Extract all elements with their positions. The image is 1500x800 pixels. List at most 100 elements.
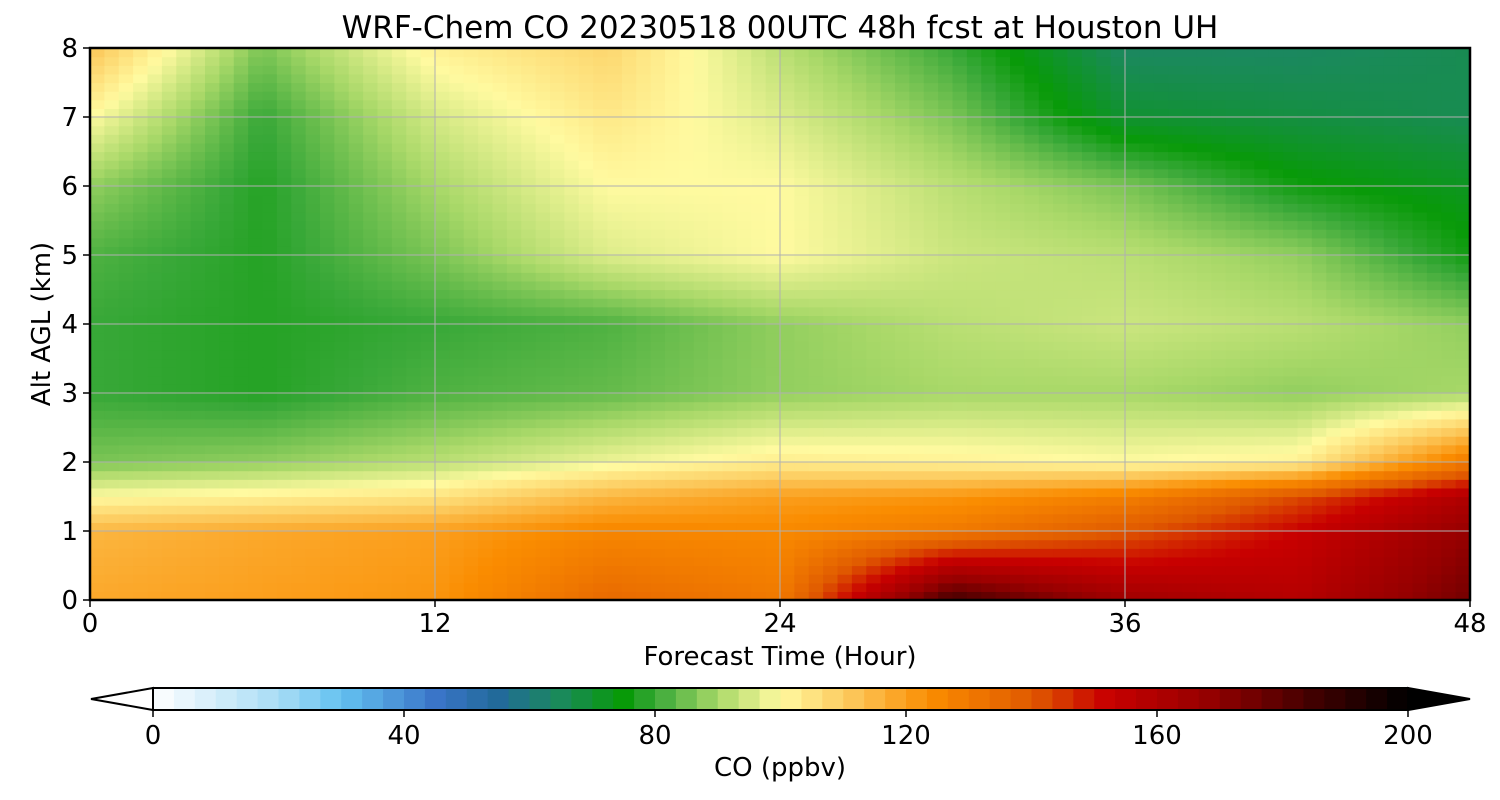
- heatmap-cell: [205, 168, 220, 178]
- heatmap-cell: [147, 539, 163, 549]
- heatmap-cell: [334, 591, 350, 600]
- heatmap-cell: [751, 289, 767, 299]
- heatmap-cell: [851, 186, 867, 196]
- heatmap-cell: [751, 462, 767, 472]
- heatmap-cell: [895, 341, 910, 351]
- heatmap-cell: [521, 496, 537, 506]
- heatmap-cell: [636, 505, 652, 515]
- heatmap-cell: [1038, 263, 1054, 273]
- heatmap-cell: [765, 513, 781, 523]
- heatmap-cell: [1441, 280, 1457, 291]
- heatmap-cell: [1024, 367, 1040, 377]
- heatmap-cell: [262, 280, 278, 291]
- heatmap-cell: [1326, 186, 1342, 196]
- heatmap-cell: [895, 332, 910, 342]
- heatmap-cell: [276, 332, 292, 342]
- heatmap-cell: [535, 479, 551, 489]
- heatmap-cell: [363, 453, 379, 463]
- heatmap-cell: [1455, 186, 1470, 196]
- heatmap-cell: [391, 574, 407, 584]
- heatmap-cell: [895, 565, 910, 575]
- heatmap-cell: [823, 531, 839, 541]
- heatmap-cell: [1326, 203, 1342, 213]
- heatmap-cell: [1196, 280, 1212, 291]
- heatmap-cell: [909, 349, 925, 360]
- heatmap-cell: [780, 324, 795, 334]
- heatmap-cell: [377, 186, 393, 196]
- heatmap-cell: [1369, 211, 1385, 222]
- heatmap-cell: [1168, 280, 1184, 291]
- heatmap-cell: [851, 349, 867, 360]
- heatmap-cell: [895, 315, 910, 325]
- heatmap-cell: [1053, 427, 1069, 437]
- heatmap-cell: [291, 531, 307, 541]
- heatmap-cell: [305, 289, 321, 299]
- heatmap-cell: [1053, 280, 1069, 291]
- heatmap-cell: [521, 487, 537, 498]
- heatmap-cell: [679, 255, 695, 265]
- heatmap-cell: [837, 255, 853, 265]
- heatmap-cell: [708, 487, 724, 498]
- heatmap-cell: [1426, 194, 1442, 204]
- heatmap-cell: [1398, 194, 1414, 204]
- heatmap-cell: [851, 237, 867, 247]
- heatmap-cell: [895, 246, 910, 256]
- heatmap-cell: [305, 393, 321, 403]
- heatmap-cell: [291, 487, 307, 498]
- heatmap-cell: [463, 332, 479, 342]
- heatmap-cell: [535, 306, 551, 316]
- heatmap-cell: [348, 487, 364, 498]
- heatmap-cell: [1053, 237, 1069, 247]
- heatmap-cell: [1153, 556, 1169, 567]
- heatmap-cell: [923, 151, 939, 161]
- heatmap-cell: [794, 462, 810, 472]
- heatmap-cell: [1096, 332, 1112, 342]
- heatmap-cell: [1340, 565, 1356, 575]
- heatmap-cell: [1398, 324, 1414, 334]
- heatmap-cell: [190, 358, 206, 368]
- heatmap-cell: [1196, 160, 1212, 170]
- heatmap-cell: [650, 280, 666, 291]
- heatmap-cell: [1283, 160, 1299, 170]
- heatmap-cell: [995, 289, 1011, 299]
- heatmap-cell: [1240, 427, 1255, 437]
- heatmap-cell: [1283, 487, 1299, 498]
- heatmap-cell: [837, 203, 853, 213]
- heatmap-cell: [1211, 462, 1227, 472]
- heatmap-cell: [952, 203, 968, 213]
- heatmap-cell: [895, 531, 910, 541]
- heatmap-cell: [1096, 487, 1112, 498]
- heatmap-cell: [923, 505, 939, 515]
- heatmap-cell: [1369, 574, 1385, 584]
- heatmap-cell: [1125, 280, 1140, 291]
- heatmap-cell: [1024, 272, 1040, 282]
- heatmap-cell: [679, 418, 695, 429]
- heatmap-cell: [880, 556, 896, 567]
- heatmap-cell: [665, 410, 680, 420]
- heatmap-cell: [578, 548, 594, 558]
- heatmap-cell: [1355, 384, 1370, 394]
- heatmap-cell: [305, 582, 321, 592]
- heatmap-cell: [291, 211, 307, 222]
- heatmap-cell: [895, 505, 910, 515]
- heatmap-cell: [492, 211, 508, 222]
- heatmap-cell: [1383, 436, 1399, 446]
- heatmap-cell: [104, 367, 120, 377]
- heatmap-cell: [535, 324, 551, 334]
- heatmap-cell: [1038, 306, 1054, 316]
- heatmap-cell: [176, 324, 192, 334]
- heatmap-cell: [1024, 341, 1040, 351]
- heatmap-cell: [1182, 341, 1198, 351]
- heatmap-cell: [1369, 246, 1385, 256]
- heatmap-cell: [1283, 410, 1299, 420]
- heatmap-cell: [90, 246, 105, 256]
- heatmap-cell: [966, 444, 982, 454]
- heatmap-cell: [722, 444, 738, 454]
- heatmap-cell: [1297, 177, 1313, 187]
- heatmap-cell: [1369, 401, 1385, 411]
- heatmap-cell: [665, 186, 680, 196]
- heatmap-cell: [1455, 574, 1470, 584]
- heatmap-cell: [1024, 548, 1040, 558]
- heatmap-cell: [995, 462, 1011, 472]
- heatmap-cell: [1455, 280, 1470, 291]
